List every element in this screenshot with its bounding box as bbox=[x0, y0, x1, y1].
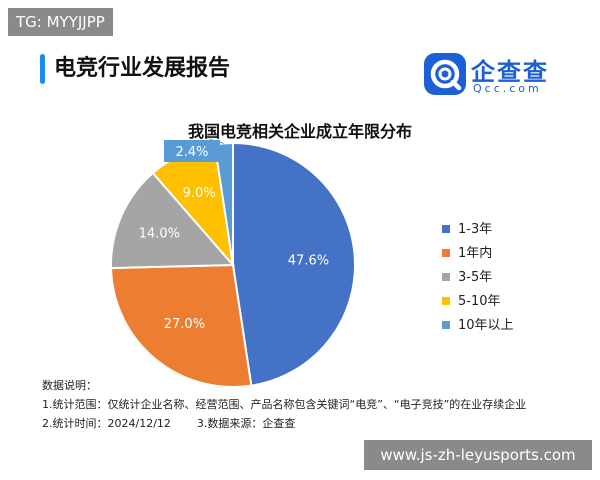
legend-label-4: 10年以上 bbox=[458, 318, 514, 333]
pie-slice-0 bbox=[232, 141, 357, 387]
pie-label-2: 14.0% bbox=[139, 227, 180, 242]
logo-sub: Qcc.com bbox=[473, 82, 542, 95]
legend-item-1: 1年内 bbox=[442, 242, 514, 266]
pie-slice-2 bbox=[110, 171, 236, 270]
logo-name: 企查查 bbox=[471, 58, 549, 86]
qcc-logo-icon bbox=[424, 53, 466, 95]
pie-label-3: 9.0% bbox=[183, 186, 216, 201]
title-accent-bar bbox=[40, 54, 45, 84]
legend-label-3: 5-10年 bbox=[458, 294, 501, 309]
pie-callout-box-4 bbox=[164, 140, 220, 162]
watermark-tag: TG: MYYJJPP bbox=[8, 8, 113, 36]
notes-source: 3.数据来源：企查查 bbox=[196, 417, 296, 430]
legend-swatch-2 bbox=[442, 272, 450, 281]
chart-legend: 1-3年 1年内 3-5年 5-10年 10年以上 bbox=[442, 218, 514, 338]
legend-item-2: 3-5年 bbox=[442, 266, 514, 290]
legend-swatch-4 bbox=[442, 320, 450, 329]
legend-swatch-1 bbox=[442, 248, 450, 257]
legend-label-0: 1-3年 bbox=[458, 222, 493, 237]
data-notes: 数据说明： 1.统计范围：仅统计企业名称、经营范围、产品名称包含关键词“电竞”、… bbox=[42, 376, 526, 433]
pie-label-0: 47.6% bbox=[288, 253, 329, 268]
legend-swatch-3 bbox=[442, 296, 450, 305]
pie-label-1: 27.0% bbox=[164, 317, 205, 332]
pie-label-4: 2.4% bbox=[175, 145, 208, 160]
notes-line-2: 2.统计时间：2024/12/12 3.数据来源：企查查 bbox=[42, 414, 526, 433]
footer-url: www.js-zh-leyusports.com bbox=[364, 440, 592, 470]
pie-chart: 47.6% 27.0% 14.0% 9.0% 2.4% bbox=[110, 138, 357, 388]
qcc-logo: 企查查 Qcc.com bbox=[423, 52, 573, 98]
report-title: 电竞行业发展报告 bbox=[54, 56, 231, 81]
chart-title: 我国电竞相关企业成立年限分布 bbox=[187, 122, 412, 141]
pie-slice-1 bbox=[110, 263, 253, 388]
legend-label-2: 3-5年 bbox=[458, 270, 493, 285]
notes-line-1: 1.统计范围：仅统计企业名称、经营范围、产品名称包含关键词“电竞”、“电子竞技”… bbox=[42, 398, 527, 411]
notes-time: 2.统计时间：2024/12/12 bbox=[42, 417, 171, 430]
legend-label-1: 1年内 bbox=[458, 246, 493, 261]
report-card: 电竞行业发展报告 企查查 Qcc.com 我国电竞相关企业成立年限分布 47.6… bbox=[28, 40, 572, 436]
legend-swatch-0 bbox=[442, 224, 450, 233]
legend-item-4: 10年以上 bbox=[442, 314, 514, 338]
legend-item-3: 5-10年 bbox=[442, 290, 514, 314]
notes-heading: 数据说明： bbox=[42, 379, 97, 392]
legend-item-0: 1-3年 bbox=[442, 218, 514, 242]
